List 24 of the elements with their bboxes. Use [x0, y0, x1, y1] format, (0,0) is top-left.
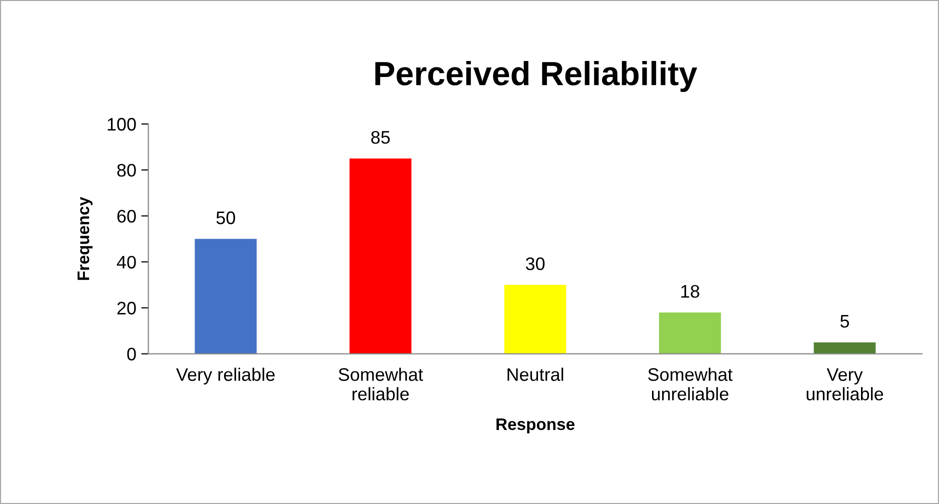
bar [814, 342, 876, 354]
x-tick-label: Somewhat reliable [338, 368, 424, 400]
y-tick-label: 0 [127, 348, 136, 361]
data-label: 85 [371, 130, 390, 144]
bar [504, 284, 566, 354]
y-tick-label: 40 [116, 256, 136, 269]
y-tick-label: 20 [117, 302, 136, 315]
y-tick-label: 60 [117, 210, 136, 223]
data-label: 18 [681, 284, 700, 298]
bar [194, 238, 257, 354]
chart-title: Perceived Reliability [375, 60, 698, 92]
y-tick-label: 100 [108, 118, 136, 131]
x-axis-title: Response [496, 418, 574, 434]
bar [659, 312, 721, 354]
x-tick-label: Somewhat unreliable [648, 368, 732, 400]
data-label: 5 [840, 315, 849, 328]
data-label: 30 [526, 257, 545, 270]
bar [350, 158, 412, 354]
data-label: 50 [216, 211, 236, 224]
x-tick-label: Very reliable [176, 368, 275, 385]
y-tick-label: 80 [117, 164, 136, 177]
x-tick-label: Neutral [508, 368, 564, 381]
x-tick-label: Very unreliable [806, 368, 884, 400]
y-axis-title: Frequency [78, 196, 93, 280]
